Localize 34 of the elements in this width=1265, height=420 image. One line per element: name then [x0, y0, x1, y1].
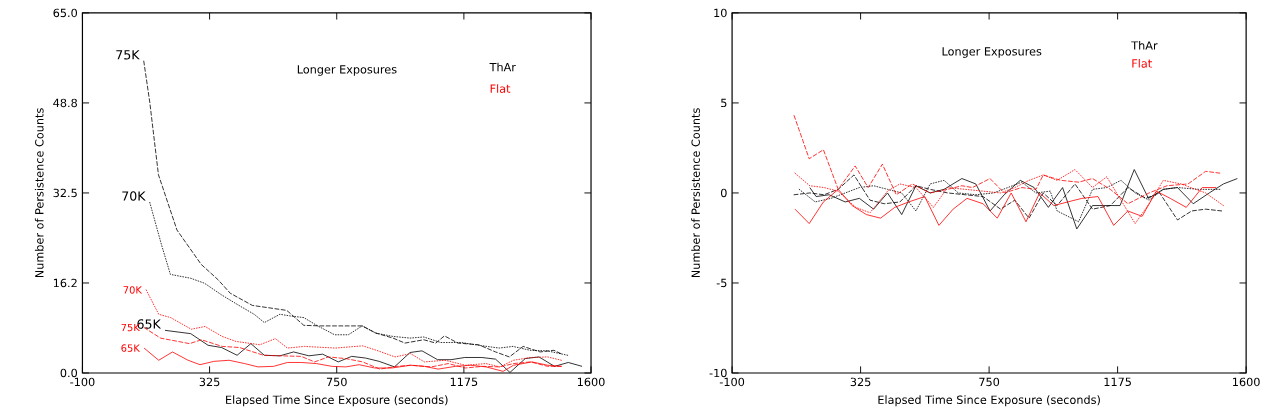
- x-tick-label: 750: [326, 377, 347, 387]
- annotation: Longer Exposures: [297, 65, 397, 76]
- y-tick-label: 0: [720, 188, 727, 198]
- y-tick-label: -5: [716, 278, 727, 288]
- annotation: Flat: [1132, 58, 1152, 68]
- annotation: Flat: [490, 84, 511, 93]
- x-tick-label: -100: [719, 377, 745, 387]
- x-axis-title: Elapsed Time Since Exposure (seconds): [878, 395, 1100, 407]
- annotation: ThAr: [1131, 40, 1158, 50]
- y-tick-label: 16.2: [53, 278, 77, 288]
- y-tick-label: 65.0: [53, 8, 78, 18]
- y-tick-label: 32.5: [53, 188, 77, 198]
- x-tick-label: 1600: [577, 377, 605, 387]
- annotation: ThAr: [489, 62, 516, 72]
- x-tick-label: 1175: [1104, 377, 1131, 386]
- y-tick-label: -10: [709, 368, 727, 378]
- y-axis-title: Number of Persistence Counts: [34, 108, 44, 278]
- x-tick-label: 750: [979, 377, 1000, 387]
- y-tick-label: 5: [721, 98, 727, 108]
- x-tick-label: 1175: [450, 377, 478, 386]
- series-label: 70K: [123, 286, 143, 294]
- series-label: 70K: [122, 191, 146, 201]
- x-axis-title: Elapsed Time Since Exposure (seconds): [226, 395, 448, 407]
- x-tick-label: 325: [850, 377, 871, 387]
- x-tick-label: 1600: [1233, 377, 1260, 387]
- x-tick-label: -100: [70, 377, 95, 387]
- y-tick-label: 48.8: [53, 98, 77, 108]
- annotation: Longer Exposures: [942, 47, 1042, 58]
- y-tick-label: 0.0: [60, 368, 78, 378]
- x-tick-label: 325: [199, 377, 220, 387]
- series-label: 65K: [121, 344, 141, 352]
- y-axis-title: Number of Persistence Counts: [691, 108, 700, 278]
- y-tick-label: 10: [714, 8, 727, 18]
- series-label: 75K: [116, 50, 140, 60]
